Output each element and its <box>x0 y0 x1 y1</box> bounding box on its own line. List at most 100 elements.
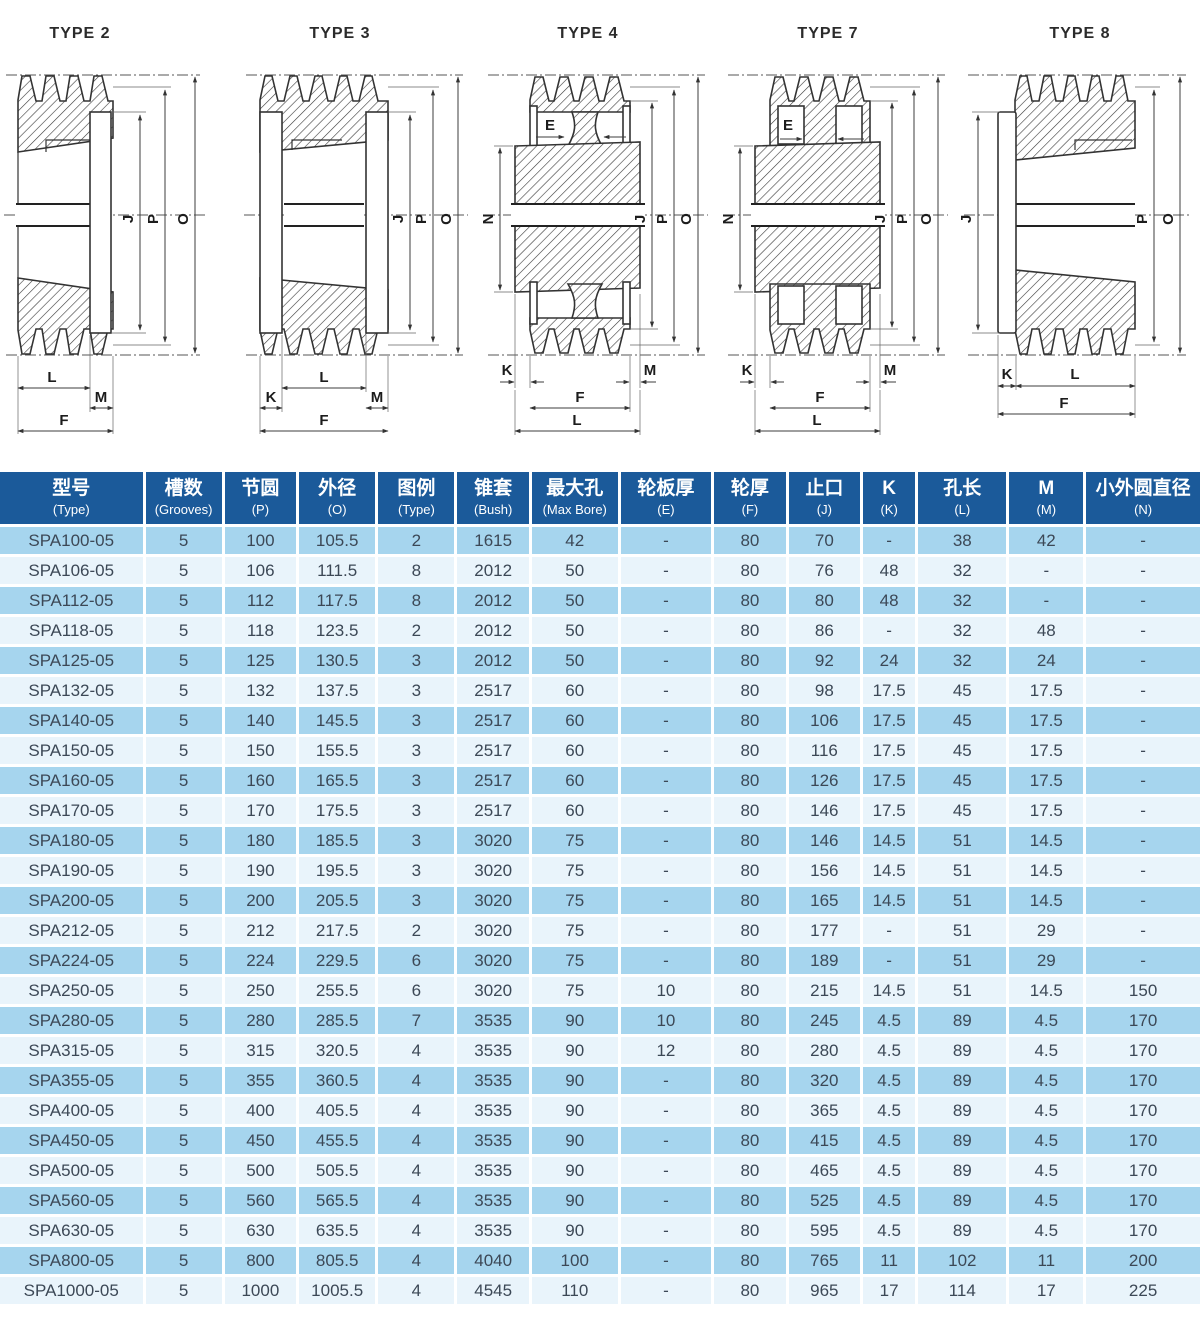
table-cell: 80 <box>712 705 789 737</box>
table-cell: - <box>619 735 715 767</box>
table-cell: 80 <box>712 915 789 947</box>
table-cell: 4.5 <box>861 1215 919 1247</box>
table-cell: 45 <box>916 675 1010 707</box>
table-cell: 355 <box>223 1065 300 1097</box>
table-row: SPA500-05 5 500 505.5 4 3535 90-80 465 4.5 89 4.5 1… <box>0 1155 1200 1187</box>
table-cell: 5 <box>144 825 225 857</box>
table-cell: 5 <box>144 1035 225 1067</box>
diagram-strip: TYPE 2 J P O L <box>0 0 1200 458</box>
table-cell: 200 <box>1084 1245 1200 1277</box>
right-flange <box>365 111 389 334</box>
dim-P: P <box>413 214 430 224</box>
table-cell: - <box>619 705 715 737</box>
header-row: 型号 (Type) 槽数 (Grooves) 节圆 (P) 外径 (O) 图例 (Type) 锥套 (… <box>0 472 1200 527</box>
table-cell: 50 <box>530 585 621 617</box>
table-cell: - <box>619 1215 715 1247</box>
table-cell: 5 <box>144 855 225 887</box>
table-cell: 80 <box>712 1215 789 1247</box>
dim-K: K <box>266 389 277 406</box>
table-cell: 170 <box>1084 1095 1200 1127</box>
table-cell: 80 <box>712 945 789 977</box>
table-cell: 360.5 <box>297 1065 379 1097</box>
table-cell: 965 <box>787 1275 864 1307</box>
table-cell: 118 <box>223 615 300 647</box>
table-cell: 8 <box>376 555 458 587</box>
table-cell: 245 <box>787 1005 864 1037</box>
dim-L: L <box>812 412 821 429</box>
table-cell: 4 <box>376 1245 458 1277</box>
table-cell: - <box>619 855 715 887</box>
table-cell: 126 <box>787 765 864 797</box>
table-cell: 4 <box>376 1215 458 1247</box>
dim-J: J <box>120 215 137 223</box>
table-cell: 14.5 <box>861 885 919 917</box>
table-cell: 51 <box>916 915 1010 947</box>
col-header-label-en: (K) <box>880 502 898 517</box>
table-cell: 3 <box>376 645 458 677</box>
table-cell: 1615 <box>455 525 532 557</box>
col-header-label-en: (Bush) <box>474 502 513 517</box>
table-cell: 165 <box>787 885 864 917</box>
table-cell: 3535 <box>455 1155 532 1187</box>
model-cell: SPA280-05 <box>0 1005 146 1037</box>
table-cell: 80 <box>712 1185 789 1217</box>
table-cell: 2012 <box>455 645 532 677</box>
col-header-label-zh: 外径 <box>318 478 357 499</box>
table-cell: 4 <box>376 1035 458 1067</box>
table-cell: 80 <box>712 735 789 767</box>
table-cell: - <box>619 1095 715 1127</box>
table-cell: 225 <box>1084 1275 1200 1307</box>
table-cell: 17 <box>1007 1275 1087 1307</box>
table-cell: 505.5 <box>297 1155 379 1187</box>
table-cell: 17.5 <box>1007 765 1087 797</box>
table-cell: 80 <box>712 1095 789 1127</box>
table-cell: 10 <box>619 1005 715 1037</box>
dim-J: J <box>390 215 407 223</box>
table-cell: 1005.5 <box>297 1275 379 1307</box>
table-cell: - <box>619 885 715 917</box>
diagram-title: TYPE 2 <box>49 25 110 42</box>
table-cell: 14.5 <box>861 825 919 857</box>
table-cell: 80 <box>712 525 789 557</box>
table-cell: 11 <box>1007 1245 1087 1277</box>
table-cell: 75 <box>530 825 621 857</box>
table-cell: - <box>619 1185 715 1217</box>
table-row: SPA400-05 5 400 405.5 4 3535 90-80 365 4.5 89 4.5 1… <box>0 1095 1200 1127</box>
table-cell: 3535 <box>455 1005 532 1037</box>
table-cell: - <box>1007 585 1087 617</box>
table-cell: 90 <box>530 1125 621 1157</box>
table-cell: 5 <box>144 1215 225 1247</box>
table-cell: 89 <box>916 1215 1010 1247</box>
table-cell: 106 <box>787 705 864 737</box>
table-cell: 765 <box>787 1245 864 1277</box>
dim-M: M <box>95 389 108 406</box>
table-cell: 112 <box>223 585 300 617</box>
table-cell: 170 <box>223 795 300 827</box>
table-cell: 32 <box>916 555 1010 587</box>
table-cell: - <box>619 525 715 557</box>
dim-L: L <box>319 369 328 386</box>
table-cell: 80 <box>712 615 789 647</box>
table-cell: 4.5 <box>861 1125 919 1157</box>
dim-M: M <box>644 362 657 379</box>
table-cell: 146 <box>787 795 864 827</box>
table-cell: - <box>1007 555 1087 587</box>
table-cell: 4.5 <box>861 1185 919 1217</box>
table-cell: 17.5 <box>861 675 919 707</box>
table-cell: 450 <box>223 1125 300 1157</box>
col-header-label-en: (Grooves) <box>154 502 213 517</box>
col-header-label-zh: 槽数 <box>164 478 203 499</box>
table-cell: 89 <box>916 1125 1010 1157</box>
table-cell: 89 <box>916 1095 1010 1127</box>
model-cell: SPA112-05 <box>0 585 146 617</box>
dim-L: L <box>572 412 581 429</box>
table-cell: 86 <box>787 615 864 647</box>
table-cell: 3 <box>376 825 458 857</box>
table-cell: - <box>619 1065 715 1097</box>
col-header-label-en: (Type) <box>397 502 435 517</box>
dim-P: P <box>1134 214 1151 224</box>
table-cell: 32 <box>916 615 1010 647</box>
table-cell: 80 <box>712 885 789 917</box>
table-cell: 5 <box>144 915 225 947</box>
pulley-rim-top <box>1014 75 1136 161</box>
